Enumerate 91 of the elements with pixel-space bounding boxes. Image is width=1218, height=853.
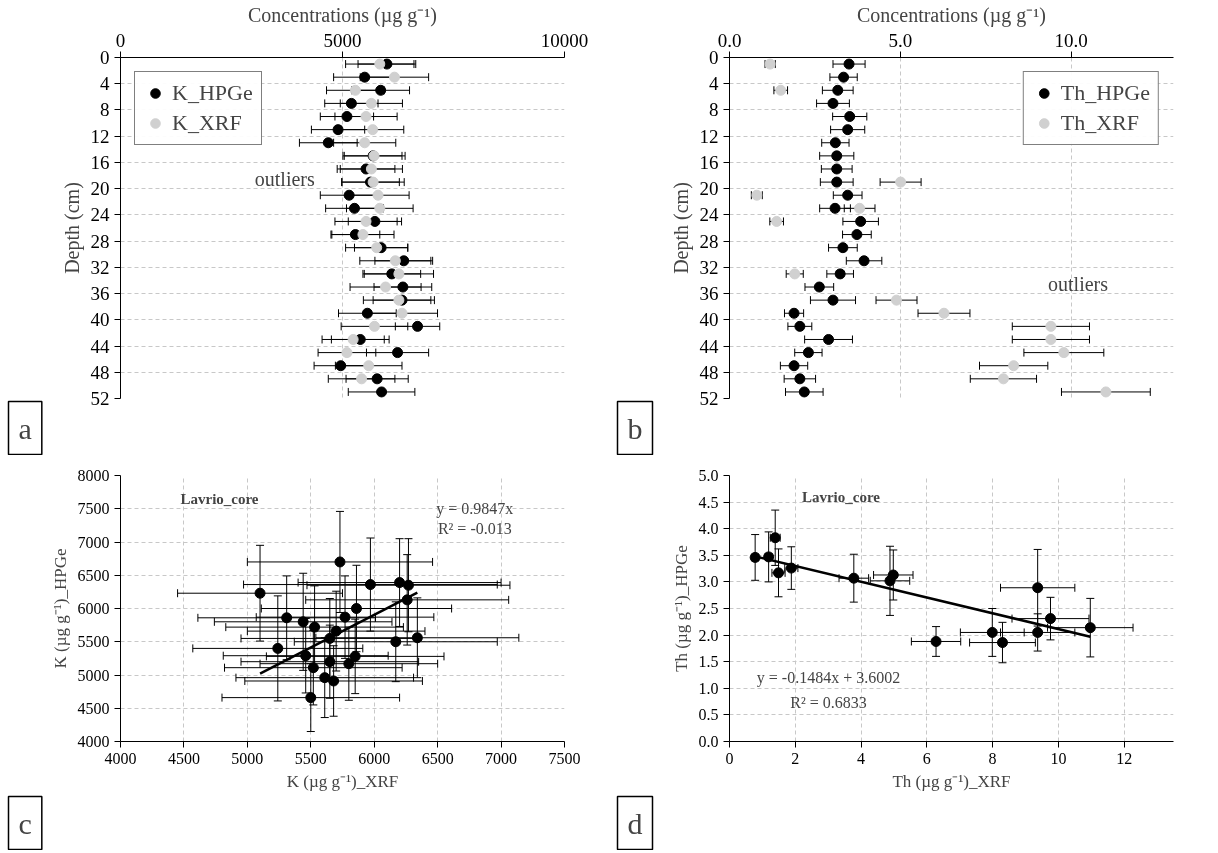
- x-tick-label: 0: [725, 749, 734, 767]
- y-tick-label: 4: [100, 73, 110, 95]
- y-tick-label: 5000: [77, 666, 110, 684]
- y-tick-label: 40: [90, 309, 110, 331]
- x-tick-label: 4: [857, 749, 866, 767]
- y-tick-label: 5.0: [698, 467, 719, 484]
- annotation: y = 0.9847x: [436, 499, 514, 518]
- y-tick-label: 0.0: [698, 733, 719, 750]
- y-tick-label: 4.0: [698, 520, 719, 538]
- y-tick-label: 16: [90, 151, 110, 173]
- y-tick-label: 3.0: [698, 573, 719, 591]
- annotation: Lavrio_core: [180, 491, 259, 508]
- x-tick-label: 5500: [294, 749, 327, 767]
- y-tick-label: 1.5: [698, 653, 719, 671]
- y-tick-label: 4: [709, 73, 719, 95]
- legend-label: K_HPGe: [172, 80, 253, 106]
- y-axis-title: K (µg g⁻¹)_HPGe: [50, 548, 70, 669]
- x-tick-label: 2: [791, 749, 800, 767]
- y-tick-label: 20: [90, 178, 110, 200]
- y-tick-label: 44: [90, 335, 110, 357]
- annotation: R² = -0.013: [437, 520, 512, 538]
- y-tick-label: 3.5: [698, 546, 719, 564]
- y-tick-label: 48: [90, 361, 110, 383]
- x-axis-title: Th (µg g⁻¹)_XRF: [892, 771, 1011, 791]
- annotation: outliers: [254, 167, 315, 190]
- y-tick-label: 6000: [77, 600, 110, 617]
- x-tick-label: 7000: [485, 749, 518, 767]
- y-tick-label: 48: [699, 361, 719, 383]
- y-axis-title: Depth (cm): [60, 182, 84, 274]
- y-tick-label: 16: [699, 151, 719, 173]
- x-tick-label: 12: [1116, 749, 1133, 767]
- y-axis-title: Depth (cm): [669, 182, 693, 274]
- y-tick-label: 4500: [77, 699, 110, 717]
- y-tick-label: 52: [90, 388, 110, 409]
- y-tick-label: 24: [699, 204, 719, 226]
- y-tick-label: 2.5: [698, 600, 719, 617]
- x-tick-label: 10: [1050, 749, 1067, 767]
- x-tick-label: 10.0: [1054, 29, 1088, 51]
- y-tick-label: 32: [90, 256, 110, 278]
- legend-label: Th_HPGe: [1060, 80, 1150, 106]
- y-tick-label: 20: [699, 178, 719, 200]
- y-tick-label: 8: [100, 99, 110, 121]
- text: b: [627, 411, 643, 445]
- y-tick-label: 7000: [77, 533, 110, 551]
- y-tick-label: 2.0: [698, 626, 719, 644]
- y-tick-label: 0.5: [698, 706, 719, 724]
- y-tick-label: 12: [699, 125, 719, 147]
- legend-label: Th_XRF: [1060, 110, 1140, 136]
- y-tick-label: 36: [699, 283, 719, 305]
- annotation: outliers: [1048, 272, 1109, 295]
- annotation: R² = 0.6833: [790, 694, 867, 712]
- x-tick-label: 7500: [548, 749, 581, 767]
- y-axis-title: Th (µg g⁻¹)_HPGe: [671, 545, 691, 672]
- y-tick-label: 6500: [77, 566, 110, 584]
- x-axis-title: Concentrations (µg g⁻¹): [857, 3, 1046, 27]
- x-tick-label: 4500: [167, 749, 200, 767]
- x-tick-label: 10000: [540, 29, 589, 51]
- y-tick-label: 28: [699, 230, 719, 252]
- y-tick-label: 44: [699, 335, 719, 357]
- x-tick-label: 6: [922, 749, 931, 767]
- y-tick-label: 7500: [77, 500, 110, 518]
- y-tick-label: 28: [90, 230, 110, 252]
- y-tick-label: 4.5: [698, 493, 719, 511]
- text: c: [18, 806, 32, 840]
- y-tick-label: 4000: [77, 733, 110, 750]
- x-tick-label: 5000: [323, 29, 362, 51]
- y-tick-label: 8000: [77, 467, 110, 484]
- y-tick-label: 0: [100, 47, 110, 68]
- text: d: [627, 806, 643, 840]
- y-tick-label: 52: [699, 388, 719, 409]
- x-tick-label: 5.0: [888, 29, 913, 51]
- y-tick-label: 1.0: [698, 679, 719, 697]
- annotation: Lavrio_core: [801, 488, 881, 505]
- x-tick-label: 0: [115, 29, 126, 51]
- x-tick-label: 5000: [231, 749, 264, 767]
- text: a: [18, 411, 32, 445]
- y-tick-label: 32: [699, 256, 719, 278]
- x-tick-label: 6000: [358, 749, 391, 767]
- x-axis-title: K (µg g⁻¹)_XRF: [286, 771, 399, 791]
- y-tick-label: 36: [90, 283, 110, 305]
- y-tick-label: 24: [90, 204, 110, 226]
- x-axis-title: Concentrations (µg g⁻¹): [248, 3, 437, 27]
- y-tick-label: 12: [90, 125, 110, 147]
- y-tick-label: 8: [709, 99, 719, 121]
- annotation: y = -0.1484x + 3.6002: [756, 669, 901, 688]
- y-tick-label: 5500: [77, 633, 110, 651]
- x-tick-label: 8: [988, 749, 997, 767]
- x-tick-label: 6500: [421, 749, 454, 767]
- y-tick-label: 0: [709, 47, 719, 68]
- legend-label: K_XRF: [172, 110, 242, 136]
- y-tick-label: 40: [699, 309, 719, 331]
